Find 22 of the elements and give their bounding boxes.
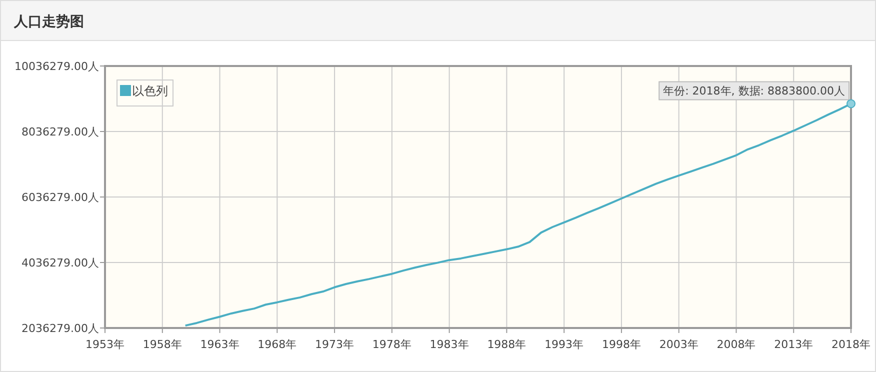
x-tick-label: 1988年: [487, 338, 526, 351]
x-tick-label: 1963年: [200, 338, 240, 351]
x-tick-label: 2013年: [774, 338, 814, 351]
x-tick-label: 1983年: [430, 338, 469, 351]
legend-label: 以色列: [132, 84, 168, 98]
y-tick-label: 4036279.00人: [22, 256, 99, 270]
x-tick-label: 1958年: [142, 338, 182, 351]
x-tick-label: 2018年: [832, 338, 870, 351]
y-tick-label: 2036279.00人: [22, 322, 99, 335]
x-tick-label: 2008年: [716, 338, 756, 351]
x-tick-label: 1973年: [315, 338, 354, 351]
x-tick-label: 1993年: [544, 338, 584, 351]
x-tick-label: 1978年: [372, 338, 412, 351]
annotation: 年份: 2018年, 数据: 8883800.00人: [663, 84, 845, 98]
y-tick-label: 6036279.00人: [22, 191, 99, 204]
x-tick-label: 1953年: [86, 338, 124, 351]
x-tick-label: 2003年: [659, 338, 698, 351]
chart-title: 人口走势图: [13, 14, 84, 30]
y-tick-label: 10036279.00人: [14, 60, 99, 73]
x-tick-label: 1998年: [602, 338, 641, 351]
y-tick-label: 8036279.00人: [22, 126, 99, 138]
x-tick-label: 1968年: [258, 338, 297, 351]
